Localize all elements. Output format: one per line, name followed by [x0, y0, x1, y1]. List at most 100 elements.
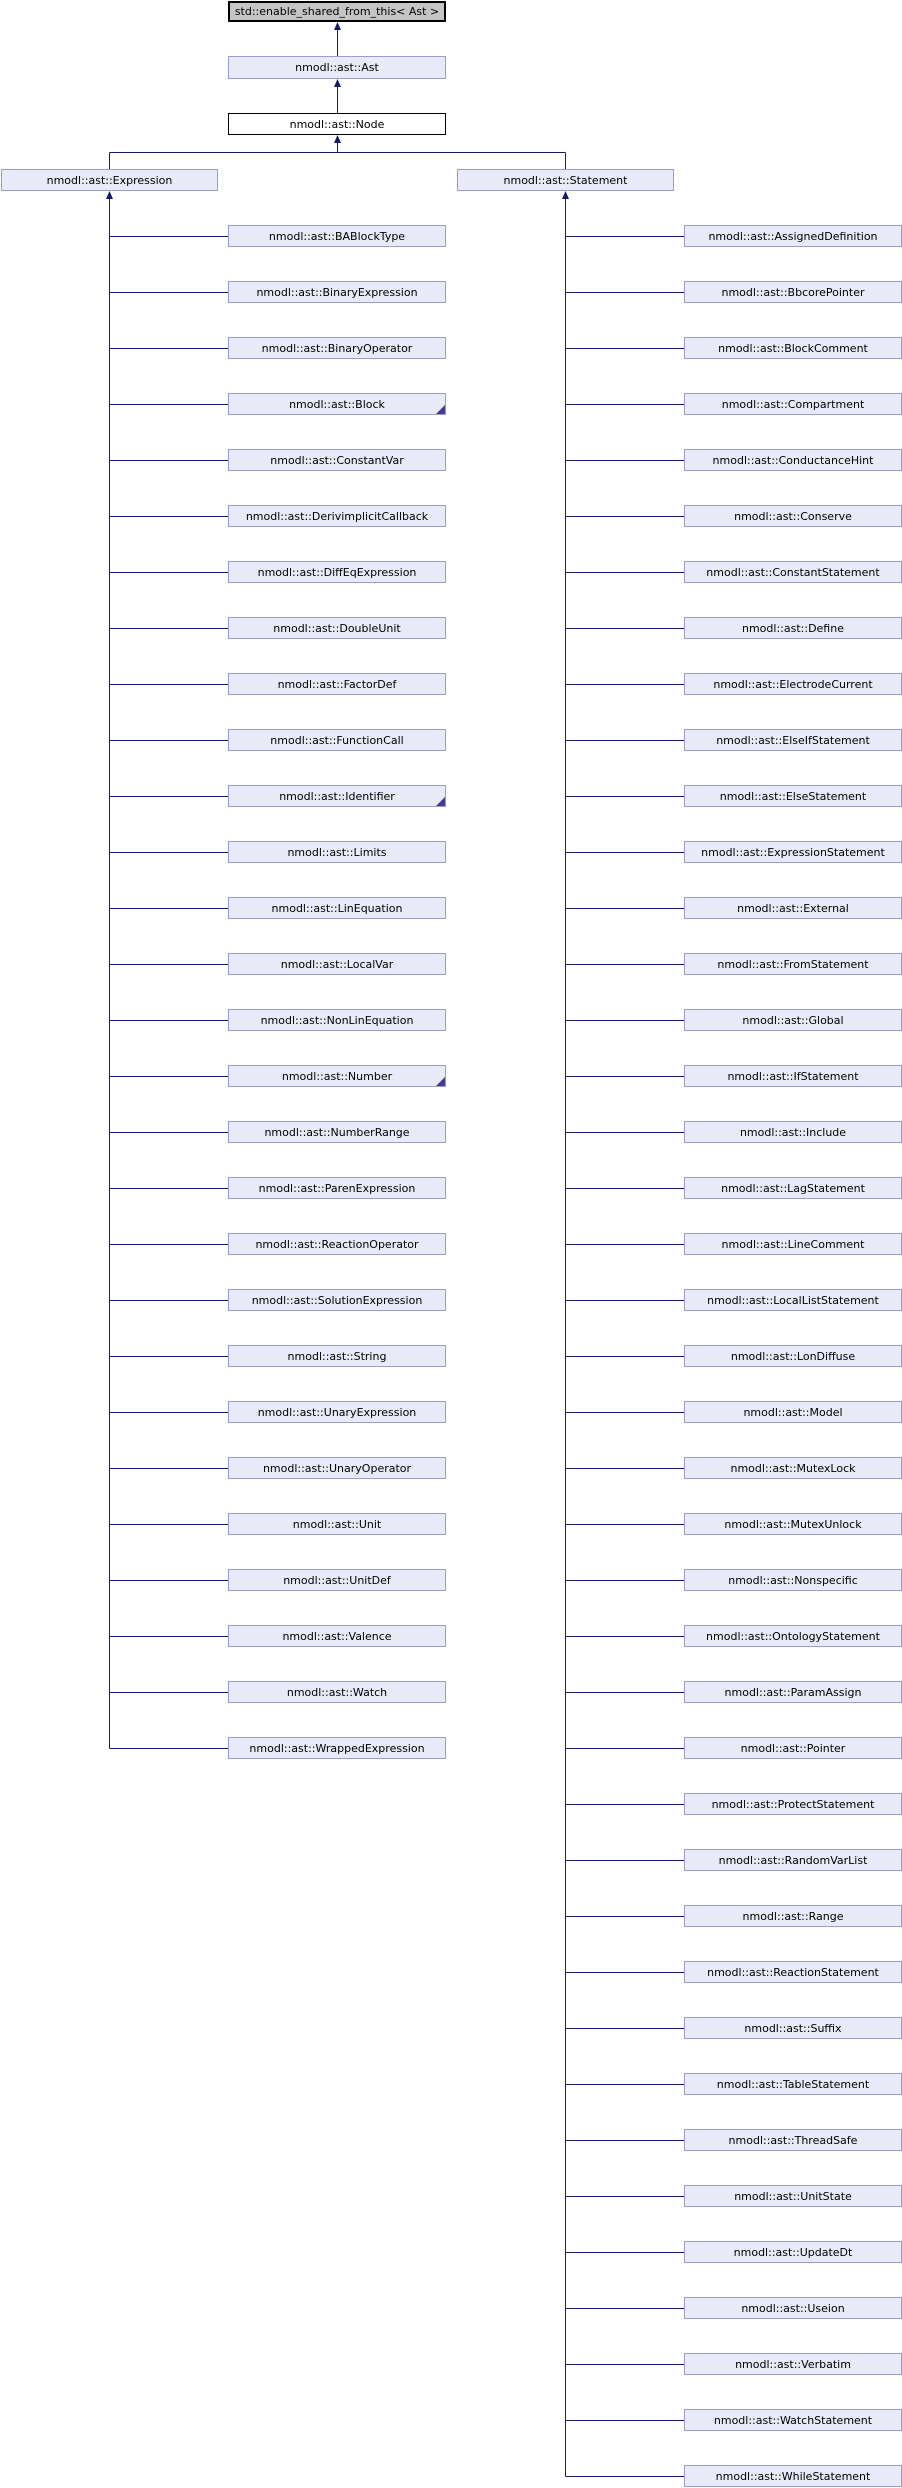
class-box-nmodl-ast-unaryoperator[interactable]: nmodl::ast::UnaryOperator: [228, 1457, 446, 1479]
class-box-nmodl-ast-tablestatement[interactable]: nmodl::ast::TableStatement: [684, 2073, 902, 2095]
class-box-nmodl-ast-bablocktype[interactable]: nmodl::ast::BABlockType: [228, 225, 446, 247]
class-box-nmodl-ast-conserve[interactable]: nmodl::ast::Conserve: [684, 505, 902, 527]
class-box-nmodl-ast-ifstatement[interactable]: nmodl::ast::IfStatement: [684, 1065, 902, 1087]
class-box-nmodl-ast-bbcorepointer[interactable]: nmodl::ast::BbcorePointer: [684, 281, 902, 303]
class-box-nmodl-ast-block[interactable]: nmodl::ast::Block: [228, 393, 446, 415]
class-box-label: nmodl::ast::FunctionCall: [270, 733, 404, 747]
class-box-nmodl-ast-ontologystatement[interactable]: nmodl::ast::OntologyStatement: [684, 1625, 902, 1647]
class-box-label: nmodl::ast::BlockComment: [718, 341, 868, 355]
class-box-nmodl-ast-ast[interactable]: nmodl::ast::Ast: [228, 56, 446, 79]
class-box-nmodl-ast-mutexlock[interactable]: nmodl::ast::MutexLock: [684, 1457, 902, 1479]
class-box-nmodl-ast-watch[interactable]: nmodl::ast::Watch: [228, 1681, 446, 1703]
class-box-label: nmodl::ast::ElseIfStatement: [716, 733, 870, 747]
class-box-nmodl-ast-elsestatement[interactable]: nmodl::ast::ElseStatement: [684, 785, 902, 807]
class-box-nmodl-ast-unit[interactable]: nmodl::ast::Unit: [228, 1513, 446, 1535]
class-box-nmodl-ast-constantvar[interactable]: nmodl::ast::ConstantVar: [228, 449, 446, 471]
class-box-label: nmodl::ast::LineComment: [721, 1237, 865, 1251]
class-box-label: nmodl::ast::NumberRange: [264, 1125, 410, 1139]
class-box-label: nmodl::ast::ThreadSafe: [728, 2133, 858, 2147]
class-box-nmodl-ast-reactionoperator[interactable]: nmodl::ast::ReactionOperator: [228, 1233, 446, 1255]
class-box-nmodl-ast-model[interactable]: nmodl::ast::Model: [684, 1401, 902, 1423]
class-box-label: nmodl::ast::LocalVar: [280, 957, 394, 971]
class-box-nmodl-ast-range[interactable]: nmodl::ast::Range: [684, 1905, 902, 1927]
class-box-nmodl-ast-verbatim[interactable]: nmodl::ast::Verbatim: [684, 2353, 902, 2375]
class-box-nmodl-ast-external[interactable]: nmodl::ast::External: [684, 897, 902, 919]
class-box-nmodl-ast-define[interactable]: nmodl::ast::Define: [684, 617, 902, 639]
class-box-label: nmodl::ast::LocalListStatement: [707, 1293, 879, 1307]
class-box-nmodl-ast-include[interactable]: nmodl::ast::Include: [684, 1121, 902, 1143]
class-box-nmodl-ast-compartment[interactable]: nmodl::ast::Compartment: [684, 393, 902, 415]
class-box-label: nmodl::ast::DiffEqExpression: [257, 565, 417, 579]
class-box-nmodl-ast-expressionstatement[interactable]: nmodl::ast::ExpressionStatement: [684, 841, 902, 863]
class-box-nmodl-ast-unaryexpression[interactable]: nmodl::ast::UnaryExpression: [228, 1401, 446, 1423]
class-box-nmodl-ast-binaryexpression[interactable]: nmodl::ast::BinaryExpression: [228, 281, 446, 303]
class-box-nmodl-ast-reactionstatement[interactable]: nmodl::ast::ReactionStatement: [684, 1961, 902, 1983]
class-box-nmodl-ast-watchstatement[interactable]: nmodl::ast::WatchStatement: [684, 2409, 902, 2431]
class-box-nmodl-ast-nonspecific[interactable]: nmodl::ast::Nonspecific: [684, 1569, 902, 1591]
class-box-label: nmodl::ast::WatchStatement: [713, 2413, 873, 2427]
class-box-nmodl-ast-suffix[interactable]: nmodl::ast::Suffix: [684, 2017, 902, 2039]
class-box-nmodl-ast-localliststatement[interactable]: nmodl::ast::LocalListStatement: [684, 1289, 902, 1311]
class-box-label: nmodl::ast::DoubleUnit: [273, 621, 401, 635]
class-box-nmodl-ast-numberrange[interactable]: nmodl::ast::NumberRange: [228, 1121, 446, 1143]
class-box-nmodl-ast-identifier[interactable]: nmodl::ast::Identifier: [228, 785, 446, 807]
class-box-nmodl-ast-linecomment[interactable]: nmodl::ast::LineComment: [684, 1233, 902, 1255]
class-box-label: nmodl::ast::FactorDef: [277, 677, 397, 691]
class-box-label: nmodl::ast::MutexUnlock: [724, 1517, 862, 1531]
class-box-label: nmodl::ast::ConstantVar: [270, 453, 404, 467]
class-box-nmodl-ast-string[interactable]: nmodl::ast::String: [228, 1345, 446, 1367]
class-box-nmodl-ast-constantstatement[interactable]: nmodl::ast::ConstantStatement: [684, 561, 902, 583]
class-box-nmodl-ast-valence[interactable]: nmodl::ast::Valence: [228, 1625, 446, 1647]
class-box-nmodl-ast-wrappedexpression[interactable]: nmodl::ast::WrappedExpression: [228, 1737, 446, 1759]
class-box-label: nmodl::ast::SolutionExpression: [251, 1293, 423, 1307]
class-box-nmodl-ast-factordef[interactable]: nmodl::ast::FactorDef: [228, 673, 446, 695]
class-box-label: nmodl::ast::WrappedExpression: [249, 1741, 425, 1755]
class-box-nmodl-ast-linequation[interactable]: nmodl::ast::LinEquation: [228, 897, 446, 919]
class-box-nmodl-ast-nonlinequation[interactable]: nmodl::ast::NonLinEquation: [228, 1009, 446, 1031]
class-box-nmodl-ast-threadsafe[interactable]: nmodl::ast::ThreadSafe: [684, 2129, 902, 2151]
class-box-nmodl-ast-unitdef[interactable]: nmodl::ast::UnitDef: [228, 1569, 446, 1591]
class-box-nmodl-ast-localvar[interactable]: nmodl::ast::LocalVar: [228, 953, 446, 975]
class-box-nmodl-ast-conductancehint[interactable]: nmodl::ast::ConductanceHint: [684, 449, 902, 471]
class-box-nmodl-ast-limits[interactable]: nmodl::ast::Limits: [228, 841, 446, 863]
class-box-nmodl-ast-unitstate[interactable]: nmodl::ast::UnitState: [684, 2185, 902, 2207]
class-box-nmodl-ast-mutexunlock[interactable]: nmodl::ast::MutexUnlock: [684, 1513, 902, 1535]
class-box-nmodl-ast-assigneddefinition[interactable]: nmodl::ast::AssignedDefinition: [684, 225, 902, 247]
class-box-nmodl-ast-elseifstatement[interactable]: nmodl::ast::ElseIfStatement: [684, 729, 902, 751]
class-box-label: nmodl::ast::ParenExpression: [258, 1181, 416, 1195]
class-box-nmodl-ast-pointer[interactable]: nmodl::ast::Pointer: [684, 1737, 902, 1759]
class-box-label: nmodl::ast::Expression: [46, 173, 173, 187]
class-box-nmodl-ast-updatedt[interactable]: nmodl::ast::UpdateDt: [684, 2241, 902, 2263]
class-box-nmodl-ast-statement[interactable]: nmodl::ast::Statement: [457, 169, 674, 191]
class-box-nmodl-ast-londiffuse[interactable]: nmodl::ast::LonDiffuse: [684, 1345, 902, 1367]
class-box-nmodl-ast-derivimplicitcallback[interactable]: nmodl::ast::DerivimplicitCallback: [228, 505, 446, 527]
class-box-nmodl-ast-number[interactable]: nmodl::ast::Number: [228, 1065, 446, 1087]
class-box-nmodl-ast-solutionexpression[interactable]: nmodl::ast::SolutionExpression: [228, 1289, 446, 1311]
class-box-nmodl-ast-expression[interactable]: nmodl::ast::Expression: [1, 169, 218, 191]
class-box-nmodl-ast-whilestatement[interactable]: nmodl::ast::WhileStatement: [684, 2465, 902, 2487]
class-box-label: nmodl::ast::String: [287, 1349, 387, 1363]
class-box-nmodl-ast-functioncall[interactable]: nmodl::ast::FunctionCall: [228, 729, 446, 751]
class-box-label: nmodl::ast::RandomVarList: [718, 1853, 868, 1867]
class-box-label: nmodl::ast::ConductanceHint: [712, 453, 874, 467]
class-box-nmodl-ast-global[interactable]: nmodl::ast::Global: [684, 1009, 902, 1031]
class-box-nmodl-ast-diffeqexpression[interactable]: nmodl::ast::DiffEqExpression: [228, 561, 446, 583]
class-box-nmodl-ast-fromstatement[interactable]: nmodl::ast::FromStatement: [684, 953, 902, 975]
class-box-nmodl-ast-blockcomment[interactable]: nmodl::ast::BlockComment: [684, 337, 902, 359]
class-box-nmodl-ast-paramassign[interactable]: nmodl::ast::ParamAssign: [684, 1681, 902, 1703]
class-box-label: nmodl::ast::ParamAssign: [724, 1685, 862, 1699]
class-box-nmodl-ast-doubleunit[interactable]: nmodl::ast::DoubleUnit: [228, 617, 446, 639]
class-box-label: nmodl::ast::Block: [289, 397, 385, 411]
class-box-nmodl-ast-parenexpression[interactable]: nmodl::ast::ParenExpression: [228, 1177, 446, 1199]
class-box-label: nmodl::ast::Model: [743, 1405, 843, 1419]
class-box-label: nmodl::ast::BABlockType: [268, 229, 406, 243]
class-box-nmodl-ast-lagstatement[interactable]: nmodl::ast::LagStatement: [684, 1177, 902, 1199]
class-box-nmodl-ast-protectstatement[interactable]: nmodl::ast::ProtectStatement: [684, 1793, 902, 1815]
class-box-nmodl-ast-randomvarlist[interactable]: nmodl::ast::RandomVarList: [684, 1849, 902, 1871]
class-box-nmodl-ast-binaryoperator[interactable]: nmodl::ast::BinaryOperator: [228, 337, 446, 359]
class-box-label: nmodl::ast::Statement: [503, 173, 628, 187]
class-box-nmodl-ast-electrodecurrent[interactable]: nmodl::ast::ElectrodeCurrent: [684, 673, 902, 695]
class-box-nmodl-ast-useion[interactable]: nmodl::ast::Useion: [684, 2297, 902, 2319]
